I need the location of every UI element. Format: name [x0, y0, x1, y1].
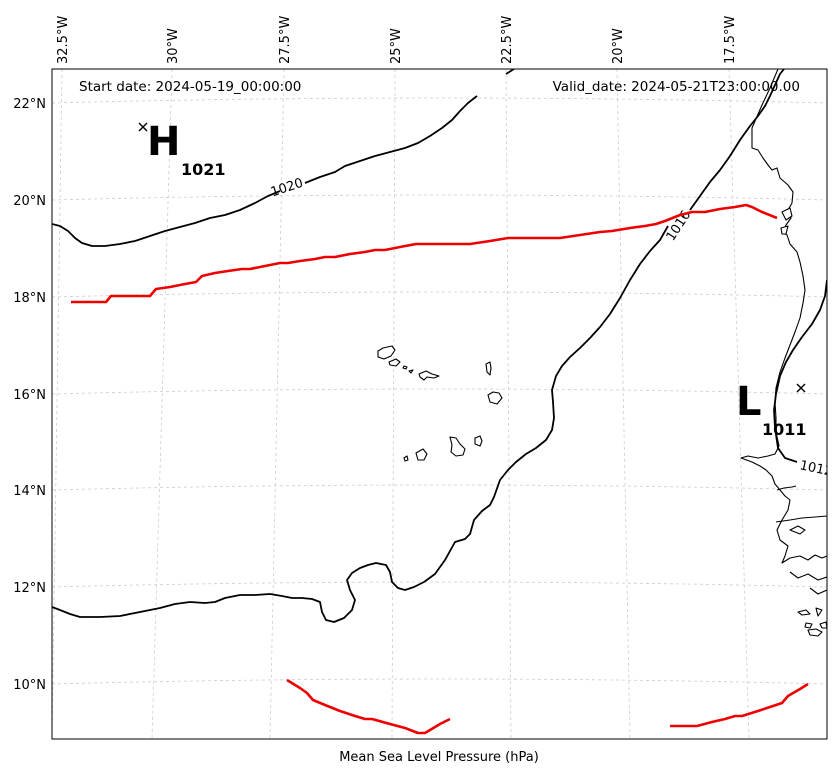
island-bijagos-2: [797, 609, 811, 616]
high-center-label: H: [147, 119, 180, 165]
meridian-gridlines: [52, 69, 750, 739]
start-date-text: Start date: 2024-05-19_00:00:00: [79, 79, 301, 95]
isobar-contours: [52, 69, 827, 623]
parallel-gridlines: [52, 97, 827, 685]
lon-tick-25w: 25°W: [389, 28, 404, 64]
island-fogo: [415, 448, 428, 461]
lon-tick-17-5w: 17.5°W: [723, 16, 738, 64]
west-africa-coastline: [740, 69, 827, 637]
lon-tick-32-5w: 32.5°W: [56, 16, 71, 64]
isobar-1016: [52, 69, 785, 623]
valid-date-text: Valid_date: 2024-05-21T23:00:00.00: [553, 79, 800, 95]
island-coast-small: [780, 225, 789, 235]
high-center-pressure: 1021: [181, 160, 226, 179]
island-santo-antao: [377, 345, 396, 360]
cape-verde-islands: [377, 345, 503, 462]
ridge-line-south-east: [670, 682, 809, 728]
island-maio: [474, 435, 483, 447]
latitude-tick-labels: 22°N 20°N 18°N 16°N 14°N 12°N 10°N: [13, 97, 46, 693]
island-santiago: [449, 436, 466, 457]
island-bijagos-5: [807, 628, 823, 637]
lon-tick-22-5w: 22.5°W: [500, 16, 515, 64]
isobar-1020: [52, 95, 478, 247]
island-santa-luzia: [402, 365, 408, 370]
island-boa-vista: [487, 391, 503, 405]
island-brava: [403, 455, 409, 462]
lat-tick-16n: 16°N: [13, 388, 46, 403]
island-sal: [485, 361, 492, 376]
island-sao-nicolau-main: [418, 370, 440, 381]
island-bijagos-6: [819, 621, 827, 629]
island-sao-vicente: [388, 358, 401, 367]
high-pressure-center: H 1021: [138, 119, 226, 179]
lat-tick-12n: 12°N: [13, 581, 46, 596]
ridge-lines: [71, 203, 809, 735]
island-bijagos-4: [804, 622, 813, 629]
coast-guinea-south: [809, 587, 827, 595]
low-center-marker: [796, 383, 806, 393]
map-frame: [51, 68, 828, 740]
island-canary-fragment: [781, 207, 793, 221]
lat-tick-18n: 18°N: [13, 291, 46, 306]
isobar-1020-top: [505, 69, 515, 75]
map-area: [52, 69, 827, 739]
lat-tick-10n: 10°N: [13, 678, 46, 693]
low-pressure-center: L 1011: [736, 379, 807, 439]
island-bijagos-3: [815, 607, 823, 617]
high-center-marker: [138, 122, 148, 132]
island-sao-nicolau: [408, 369, 414, 374]
ridge-line-north: [71, 203, 778, 304]
lon-tick-20w: 20°W: [611, 28, 626, 64]
coast-guinea-bissau: [775, 515, 827, 523]
lat-tick-20n: 20°N: [13, 194, 46, 209]
lon-tick-30w: 30°W: [166, 28, 181, 64]
coast-gambia-inlet: [776, 485, 797, 491]
isobar-1012: [773, 279, 827, 473]
contour-label-1012: 1012: [798, 458, 833, 480]
longitude-tick-labels: 32.5°W 30°W 27.5°W 25°W 22.5°W 20°W 17.5…: [56, 16, 738, 64]
coast-mainland: [740, 69, 827, 564]
coast-guinea-estuary: [789, 571, 827, 581]
lon-tick-27-5w: 27.5°W: [278, 16, 293, 64]
coast-bijagos-1: [789, 525, 806, 535]
x-axis-label: Mean Sea Level Pressure (hPa): [339, 750, 539, 765]
low-center-label: L: [736, 379, 762, 425]
lat-tick-22n: 22°N: [13, 97, 46, 112]
lat-tick-14n: 14°N: [13, 484, 46, 499]
low-center-pressure: 1011: [762, 420, 807, 439]
ridge-line-south-west: [286, 678, 451, 735]
